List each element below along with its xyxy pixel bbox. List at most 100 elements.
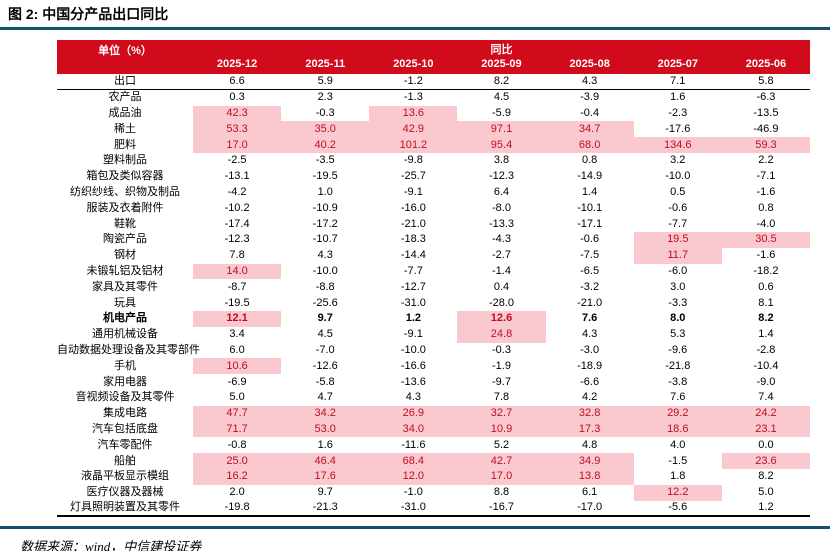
value-cell: -10.4 bbox=[753, 359, 779, 372]
table-row: 医疗仪器及器械 2.0 9.7 -1.0 8.8 6.1 12.2 5.0 bbox=[57, 484, 810, 501]
value-cell: 5.0 bbox=[758, 486, 774, 499]
value-cell: 0.4 bbox=[493, 280, 510, 293]
export-yoy-table: 单位（%） 同比 2025-12 2025-11 2025-10 2025-09 202… bbox=[57, 40, 810, 518]
column-header: 2025-09 bbox=[457, 57, 546, 74]
row-label: 纺织纱线、织物及制品 bbox=[70, 185, 180, 198]
unit-label: 单位（%） bbox=[57, 40, 193, 74]
value-cell: 46.4 bbox=[281, 453, 370, 469]
column-header: 2025-07 bbox=[633, 57, 722, 74]
value-cell: 68.0 bbox=[545, 137, 634, 153]
column-header: 2025-06 bbox=[721, 57, 810, 74]
value-cell: -10.0 bbox=[665, 170, 691, 183]
value-cell: 4.2 bbox=[581, 391, 598, 404]
value-cell: -7.7 bbox=[403, 264, 423, 277]
value-cell: 7.6 bbox=[581, 312, 598, 325]
value-cell: -1.0 bbox=[403, 486, 423, 499]
value-cell: -14.9 bbox=[577, 170, 603, 183]
table-row: 家用电器 -6.9 -5.8 -13.6 -9.7 -6.6 -3.8 -9.0 bbox=[57, 374, 810, 390]
table-row: 汽车包括底盘 71.7 53.0 34.0 10.9 17.3 18.6 23.1 bbox=[57, 421, 810, 438]
value-cell: 3.4 bbox=[229, 328, 245, 341]
value-cell: -13.1 bbox=[224, 170, 250, 183]
value-cell: 101.2 bbox=[369, 137, 458, 153]
value-cell: 7.8 bbox=[229, 249, 245, 262]
value-cell: -19.5 bbox=[224, 296, 250, 309]
value-cell: 0.3 bbox=[229, 91, 245, 104]
table-row: 肥料 17.0 40.2 101.2 95.4 68.0 134.6 59.3 bbox=[57, 137, 810, 153]
row-label: 医疗仪器及器械 bbox=[86, 486, 164, 499]
value-cell: 19.5 bbox=[633, 231, 722, 248]
value-cell: -13.6 bbox=[400, 375, 426, 388]
value-cell: 1.8 bbox=[670, 470, 686, 483]
row-label: 音视频设备及其零件 bbox=[75, 391, 175, 404]
value-cell: -5.9 bbox=[492, 106, 511, 119]
table-row: 液晶平板显示模组 16.2 17.6 12.0 17.0 13.8 1.8 8.2 bbox=[57, 468, 810, 485]
value-cell: 8.8 bbox=[493, 486, 510, 499]
bottom-divider-rule bbox=[0, 526, 830, 530]
value-cell: 17.0 bbox=[457, 468, 546, 485]
value-cell: 17.0 bbox=[193, 137, 282, 153]
value-cell: 4.3 bbox=[581, 328, 598, 341]
row-label: 自动数据处理设备及其零部件 bbox=[57, 343, 200, 356]
value-cell: -14.4 bbox=[400, 249, 426, 262]
value-cell: 40.2 bbox=[281, 137, 370, 153]
value-cell: -4.0 bbox=[756, 217, 776, 230]
value-cell: -21.3 bbox=[281, 500, 370, 518]
value-cell: 7.4 bbox=[758, 391, 774, 404]
table-row: 塑料制品 -2.5 -3.5 -9.8 3.8 0.8 3.2 2.2 bbox=[57, 153, 810, 169]
table-row: 服装及衣着附件 -10.2 -10.9 -16.0 -8.0 -10.1 -0.6 0.8 bbox=[57, 200, 810, 216]
value-cell: 1.6 bbox=[670, 91, 686, 104]
value-cell: -1.4 bbox=[492, 264, 511, 277]
value-cell: -28.0 bbox=[488, 296, 515, 309]
value-cell: 42.3 bbox=[193, 105, 282, 122]
value-cell: -2.3 bbox=[668, 106, 688, 119]
value-cell: 1.2 bbox=[721, 500, 810, 518]
value-cell: 3.8 bbox=[493, 154, 510, 167]
value-cell: 5.3 bbox=[670, 328, 686, 341]
value-cell: 68.4 bbox=[369, 453, 458, 469]
value-cell: -7.5 bbox=[580, 249, 600, 262]
row-label: 家具及其零件 bbox=[92, 280, 158, 293]
value-cell: 10.9 bbox=[457, 421, 546, 438]
value-cell: 13.8 bbox=[545, 468, 634, 485]
table-row: 自动数据处理设备及其零部件 6.0 -7.0 -10.0 -0.3 -3.0 -9.6 -2.… bbox=[57, 343, 810, 359]
column-header: 2025-10 bbox=[369, 57, 458, 74]
column-header: 2025-11 bbox=[281, 57, 370, 74]
value-cell: 17.3 bbox=[545, 421, 634, 438]
value-cell: -0.8 bbox=[227, 438, 247, 451]
value-cell: -31.0 bbox=[400, 296, 426, 309]
value-cell: -13.5 bbox=[753, 106, 779, 119]
table-row: 箱包及类似容器 -13.1 -19.5 -25.7 -12.3 -14.9 -10.0 -7.… bbox=[57, 169, 810, 185]
value-cell: 6.4 bbox=[493, 185, 510, 198]
value-cell: 42.7 bbox=[457, 453, 546, 469]
value-cell: -1.2 bbox=[369, 74, 458, 91]
value-cell: -0.4 bbox=[580, 106, 600, 119]
value-cell: 2.3 bbox=[317, 91, 333, 104]
value-cell: 97.1 bbox=[457, 121, 546, 138]
value-cell: 8.2 bbox=[457, 74, 546, 91]
value-cell: -6.9 bbox=[227, 375, 247, 388]
value-cell: 18.6 bbox=[633, 421, 722, 438]
value-cell: 1.4 bbox=[581, 185, 598, 198]
value-cell: -2.8 bbox=[756, 343, 776, 356]
value-cell: -7.1 bbox=[756, 170, 776, 183]
value-cell: -9.8 bbox=[403, 154, 423, 167]
table-row: 出口 6.6 5.9 -1.2 8.2 4.3 7.1 5.8 bbox=[57, 74, 810, 91]
value-cell: -9.7 bbox=[492, 375, 511, 388]
value-cell: -4.3 bbox=[492, 233, 511, 246]
table-row: 稀土 53.3 35.0 42.9 97.1 34.7 -17.6 -46.9 bbox=[57, 121, 810, 138]
value-cell: -10.1 bbox=[577, 201, 603, 214]
row-label: 通用机械设备 bbox=[92, 328, 158, 341]
value-cell: -0.3 bbox=[315, 106, 335, 119]
table-row: 玩具 -19.5 -25.6 -31.0 -28.0 -21.0 -3.3 8.1 bbox=[57, 295, 810, 311]
row-label: 成品油 bbox=[108, 106, 142, 119]
value-cell: 23.6 bbox=[721, 453, 810, 469]
row-label: 船舶 bbox=[114, 454, 136, 467]
value-cell: 53.3 bbox=[193, 121, 282, 138]
value-cell: 12.6 bbox=[457, 310, 546, 327]
value-cell: 42.9 bbox=[369, 121, 458, 138]
table-row: 家具及其零件 -8.7 -8.8 -12.7 0.4 -3.2 3.0 0.6 bbox=[57, 279, 810, 295]
value-cell: -12.7 bbox=[400, 280, 426, 293]
table-row: 手机 10.6 -12.6 -16.6 -1.9 -18.9 -21.8 -10.4 bbox=[57, 358, 810, 375]
row-label: 机电产品 bbox=[103, 312, 147, 325]
